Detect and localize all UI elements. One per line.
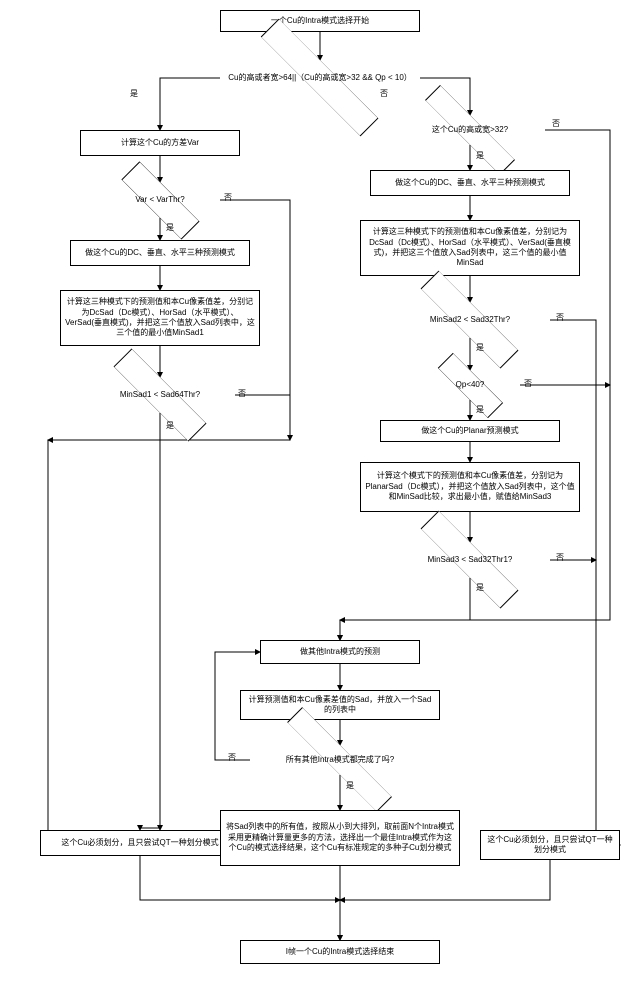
edge-label: 是: [166, 222, 174, 233]
node-d_top: [261, 19, 379, 137]
node-m_other: 做其他Intra模式的预测: [260, 640, 420, 664]
edge-label: 否: [224, 192, 232, 203]
node-m_sel: 将Sad列表中的所有值，按照从小到大排列，取前面N个Intra模式采用更精确计算…: [220, 810, 460, 866]
node-r_pcalc: 计算这个模式下的预测值和本Cu像素值差，分别记为PlanarSad（Dc模式），…: [360, 462, 580, 512]
edge-label: 是: [130, 88, 138, 99]
node-l_calc: 计算这三种模式下的预测值和本Cu像素值差，分别记为DcSad（Dc模式）、Hor…: [60, 290, 260, 346]
node-r_d32: [425, 85, 515, 175]
edge-label: 是: [476, 150, 484, 161]
node-r_dqp: [437, 352, 502, 417]
edge-label: 否: [228, 752, 236, 763]
edge-label: 否: [380, 88, 388, 99]
edge-label: 否: [556, 312, 564, 323]
node-end: I帧一个Cu的Intra模式选择结束: [240, 940, 440, 964]
node-start: 一个Cu的Intra模式选择开始: [220, 10, 420, 32]
node-l_dvar: [121, 161, 199, 239]
node-r_planar: 做这个Cu的Planar预测模式: [380, 420, 560, 442]
node-m_sad: 计算预测值和本Cu像素差值的Sad，并放入一个Sad的列表中: [240, 690, 440, 720]
node-l_dc: 做这个Cu的DC、垂直、水平三种预测模式: [70, 240, 250, 266]
edge-label: 是: [166, 420, 174, 431]
node-r_dmin2: [421, 271, 519, 369]
edge-label: 否: [238, 388, 246, 399]
edge-label: 否: [524, 378, 532, 389]
node-r_dc: 做这个Cu的DC、垂直、水平三种预测模式: [370, 170, 570, 196]
node-r_calc: 计算这三种模式下的预测值和本Cu像素值差，分别记为DcSad（Dc模式）、Hor…: [360, 220, 580, 276]
node-l_var: 计算这个Cu的方差Var: [80, 130, 240, 156]
node-l_split: 这个Cu必须划分，且只尝试QT一种划分模式: [40, 830, 240, 856]
edge-label: 是: [476, 342, 484, 353]
edge-label: 是: [476, 404, 484, 415]
node-r_split: 这个Cu必须划分，且只尝试QT一种划分模式: [480, 830, 620, 860]
edge-label: 否: [556, 552, 564, 563]
node-l_d64: [113, 348, 206, 441]
node-r_dmin3: [421, 511, 519, 609]
edge-label: 是: [476, 582, 484, 593]
node-m_done: [287, 707, 392, 812]
edge-label: 是: [346, 780, 354, 791]
edge-label: 否: [552, 118, 560, 129]
